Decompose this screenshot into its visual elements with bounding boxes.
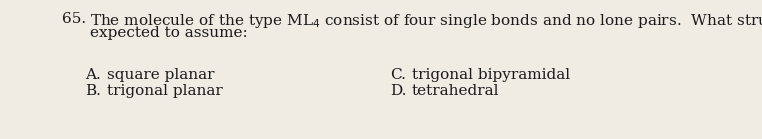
Text: The molecule of the type ML$_4$ consist of four single bonds and no lone pairs. : The molecule of the type ML$_4$ consist … [90,12,762,30]
Text: A.: A. [85,68,101,82]
Text: trigonal planar: trigonal planar [107,84,223,98]
Text: square planar: square planar [107,68,214,82]
Text: expected to assume:: expected to assume: [90,26,248,40]
Text: C.: C. [390,68,406,82]
Text: D.: D. [390,84,406,98]
Text: trigonal bipyramidal: trigonal bipyramidal [412,68,570,82]
Text: tetrahedral: tetrahedral [412,84,500,98]
Text: 65.: 65. [62,12,86,26]
Text: B.: B. [85,84,101,98]
